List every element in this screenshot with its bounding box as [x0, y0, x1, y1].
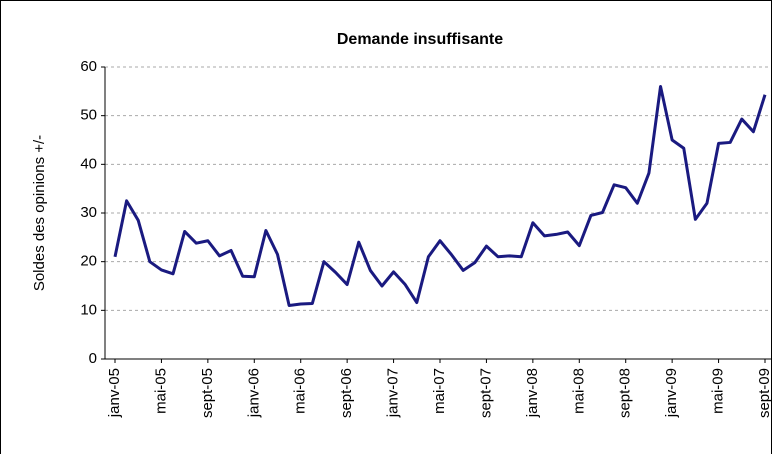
x-tick-label: janv-09 — [663, 368, 680, 418]
x-tick-label: sept-08 — [617, 368, 634, 418]
x-tick-label: sept-09 — [756, 368, 772, 418]
x-tick-label: janv-05 — [106, 368, 123, 418]
chart-title: Demande insuffisante — [337, 31, 503, 48]
y-tick-label: 40 — [80, 155, 97, 172]
y-tick-label: 20 — [80, 253, 97, 270]
x-tick-label: janv-07 — [385, 368, 402, 418]
y-tick-label: 0 — [89, 350, 97, 367]
x-tick-label: janv-08 — [524, 368, 541, 418]
x-tick-label: janv-06 — [245, 368, 262, 418]
y-tick-label: 60 — [80, 58, 97, 75]
y-tick-label: 50 — [80, 107, 97, 124]
y-axis-label: Soldes des opinions +/- — [31, 135, 48, 291]
x-tick-label: mai-08 — [570, 368, 587, 414]
x-tick-label: mai-07 — [431, 368, 448, 414]
x-tick-label: mai-09 — [710, 368, 727, 414]
y-tick-label: 10 — [80, 301, 97, 318]
x-tick-label: mai-05 — [152, 368, 169, 414]
x-tick-label: mai-06 — [292, 368, 309, 414]
x-tick-label: sept-05 — [199, 368, 216, 418]
x-tick-label: sept-06 — [338, 368, 355, 418]
series-line — [113, 84, 767, 307]
y-tick-label: 30 — [80, 204, 97, 221]
x-tick-label: sept-07 — [477, 368, 494, 418]
